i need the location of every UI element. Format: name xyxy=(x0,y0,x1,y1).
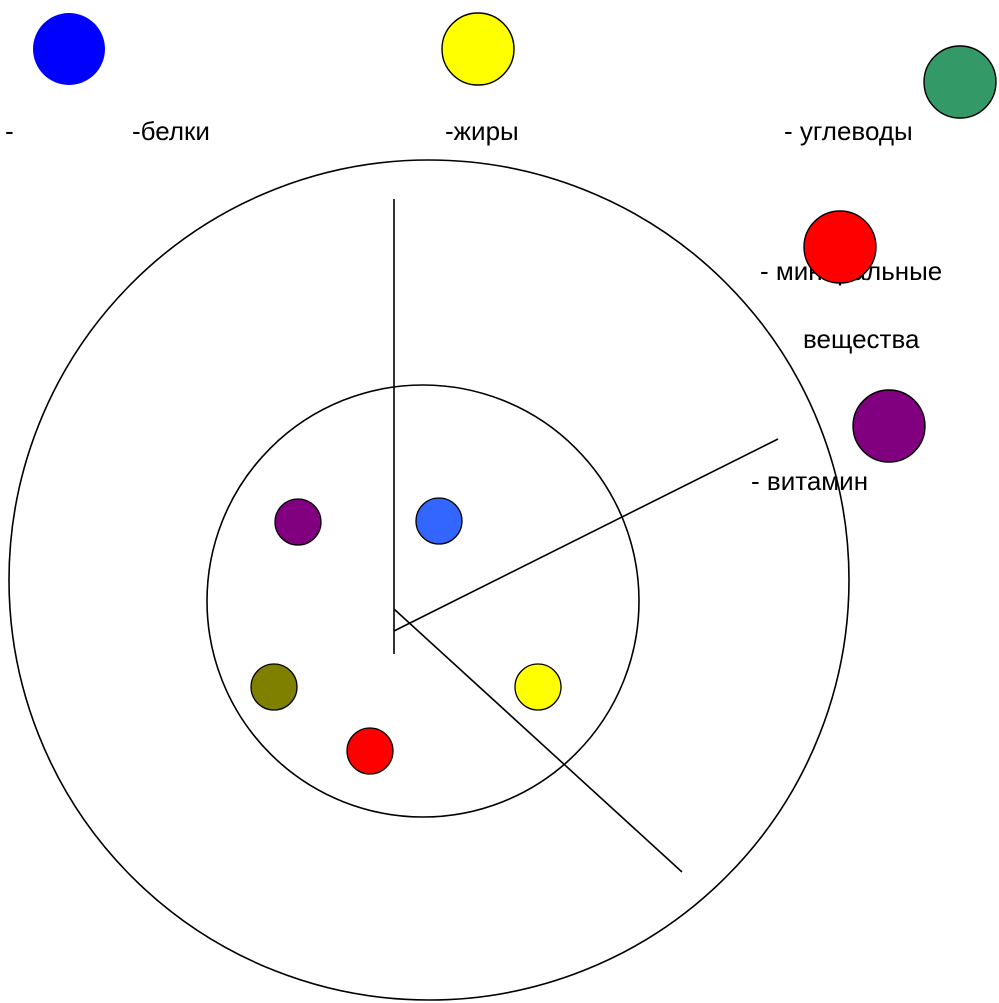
outer-circle xyxy=(8,159,850,1001)
radial-line-upper-right xyxy=(393,438,779,632)
dot-vitamin xyxy=(274,498,322,546)
legend-label-protein: -белки xyxy=(132,116,210,146)
dot-protein xyxy=(415,497,463,545)
legend-label-minerals: - минеральные xyxy=(760,256,943,286)
legend-label-minerals-line2: вещества xyxy=(803,324,920,354)
legend-label-vitamin: - витамин xyxy=(751,466,869,496)
legend-label-carbs: - углеводы xyxy=(784,116,913,146)
dot-olive xyxy=(250,663,298,711)
radial-line-lower-right xyxy=(393,608,683,873)
legend-stray-dash: - xyxy=(5,116,14,146)
legend-swatch-fat xyxy=(441,12,515,86)
inner-circle xyxy=(206,384,640,818)
dot-fat xyxy=(514,663,562,711)
legend-label-fat: -жиры xyxy=(445,116,519,146)
legend-swatch-protein xyxy=(33,13,105,85)
dot-mineral xyxy=(346,727,394,775)
